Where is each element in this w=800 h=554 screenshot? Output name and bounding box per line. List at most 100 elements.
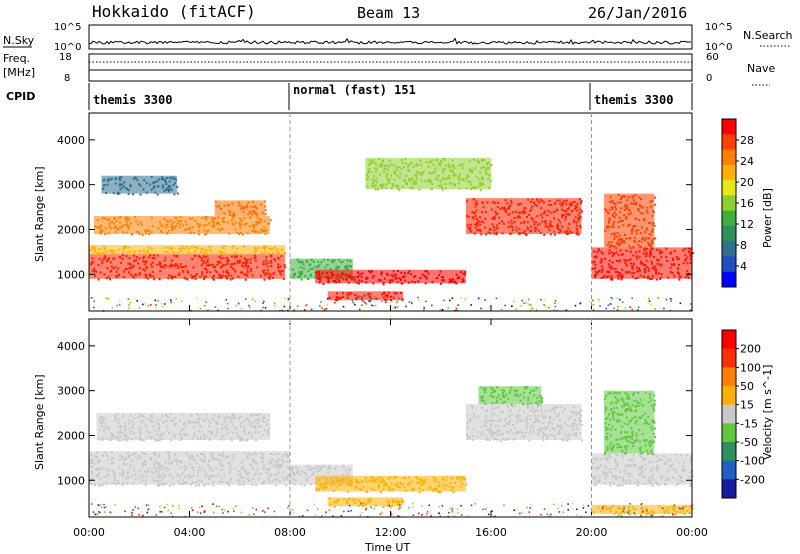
echo-point [137, 507, 139, 510]
echo-point [326, 483, 329, 485]
echo-point [482, 388, 485, 391]
echo-point [376, 167, 379, 170]
echo-point [568, 203, 571, 206]
echo-point [536, 406, 539, 409]
echo-point [353, 278, 356, 281]
echo-point [614, 460, 617, 462]
echo-point [121, 431, 124, 434]
echo-point [655, 268, 657, 271]
echo-point [335, 268, 338, 270]
echo-point [145, 474, 148, 477]
echo-point [222, 264, 225, 267]
echo-point [375, 297, 378, 300]
echo-point [645, 228, 648, 231]
echo-point [313, 503, 316, 506]
echo-point [618, 484, 621, 487]
echo-point [220, 468, 223, 471]
echo-point [155, 469, 158, 472]
echo-point [557, 225, 559, 228]
echo-point [262, 467, 265, 470]
echo-point [621, 240, 624, 243]
echo-point [618, 238, 620, 241]
echo-point [558, 231, 561, 234]
echo-point [424, 478, 427, 481]
echo-point [296, 470, 299, 473]
echo-point [541, 200, 544, 203]
echo-point [258, 425, 260, 428]
echo-point [527, 398, 530, 401]
echo-point [530, 304, 533, 307]
echo-point [153, 429, 156, 432]
echo-point [245, 262, 248, 264]
echo-point [496, 206, 499, 208]
echo-point [262, 456, 264, 459]
echo-point [375, 177, 378, 180]
echo-point [388, 178, 391, 181]
echo-point [118, 303, 121, 306]
station-title: Hokkaido (fitACF) [92, 2, 256, 21]
echo-point [170, 472, 172, 475]
echo-point [121, 438, 124, 441]
echo-point [283, 297, 286, 299]
echo-point [628, 397, 631, 400]
echo-point [139, 427, 142, 430]
echo-point [253, 256, 256, 259]
echo-point [621, 268, 624, 271]
echo-point [155, 461, 158, 464]
echo-point [120, 456, 123, 459]
echo-point [443, 168, 446, 171]
echo-point [307, 468, 310, 471]
echo-point [421, 514, 423, 516]
echo-point [558, 432, 561, 435]
echo-point [120, 183, 122, 186]
echo-point [90, 465, 92, 468]
echo-point [630, 408, 632, 411]
echo-point [484, 299, 486, 301]
echo-point [302, 515, 304, 517]
echo-point [610, 434, 612, 437]
echo-point [168, 454, 171, 457]
echo-point [224, 509, 226, 511]
echo-point [175, 474, 178, 477]
echo-point [206, 260, 209, 263]
echo-point [234, 270, 237, 273]
echo-point [255, 418, 258, 421]
echo-point [598, 270, 600, 273]
echo-point [608, 252, 611, 255]
echo-point [212, 266, 215, 269]
echo-point [485, 167, 488, 170]
echo-point [225, 427, 228, 430]
echo-point [485, 171, 488, 174]
echo-point [264, 213, 267, 216]
echo-point [232, 413, 234, 416]
echo-point [629, 503, 631, 505]
echo-point [119, 428, 122, 431]
echo-point [220, 453, 223, 456]
echo-point [255, 249, 258, 252]
echo-point [504, 395, 507, 398]
echo-point [250, 205, 253, 208]
echo-point [179, 435, 182, 438]
echo-point [142, 439, 145, 442]
echo-point [369, 298, 372, 300]
echo-point [124, 510, 126, 513]
echo-point [166, 232, 169, 234]
echo-point [437, 174, 439, 177]
echo-point [566, 230, 569, 233]
echo-point [649, 278, 652, 280]
echo-point [456, 309, 459, 312]
echo-point [650, 240, 653, 242]
echo-point [533, 394, 536, 397]
colorbar-swatch [722, 180, 736, 196]
echo-point [90, 459, 93, 462]
echo-point [383, 167, 386, 170]
echo-point [611, 504, 614, 506]
echo-point [652, 221, 655, 224]
echo-point [218, 223, 221, 226]
echo-point [120, 176, 123, 179]
echo-point [526, 418, 529, 421]
echo-point [528, 303, 530, 306]
echo-point [199, 307, 202, 310]
echo-point [536, 198, 539, 201]
echo-point [244, 261, 247, 264]
